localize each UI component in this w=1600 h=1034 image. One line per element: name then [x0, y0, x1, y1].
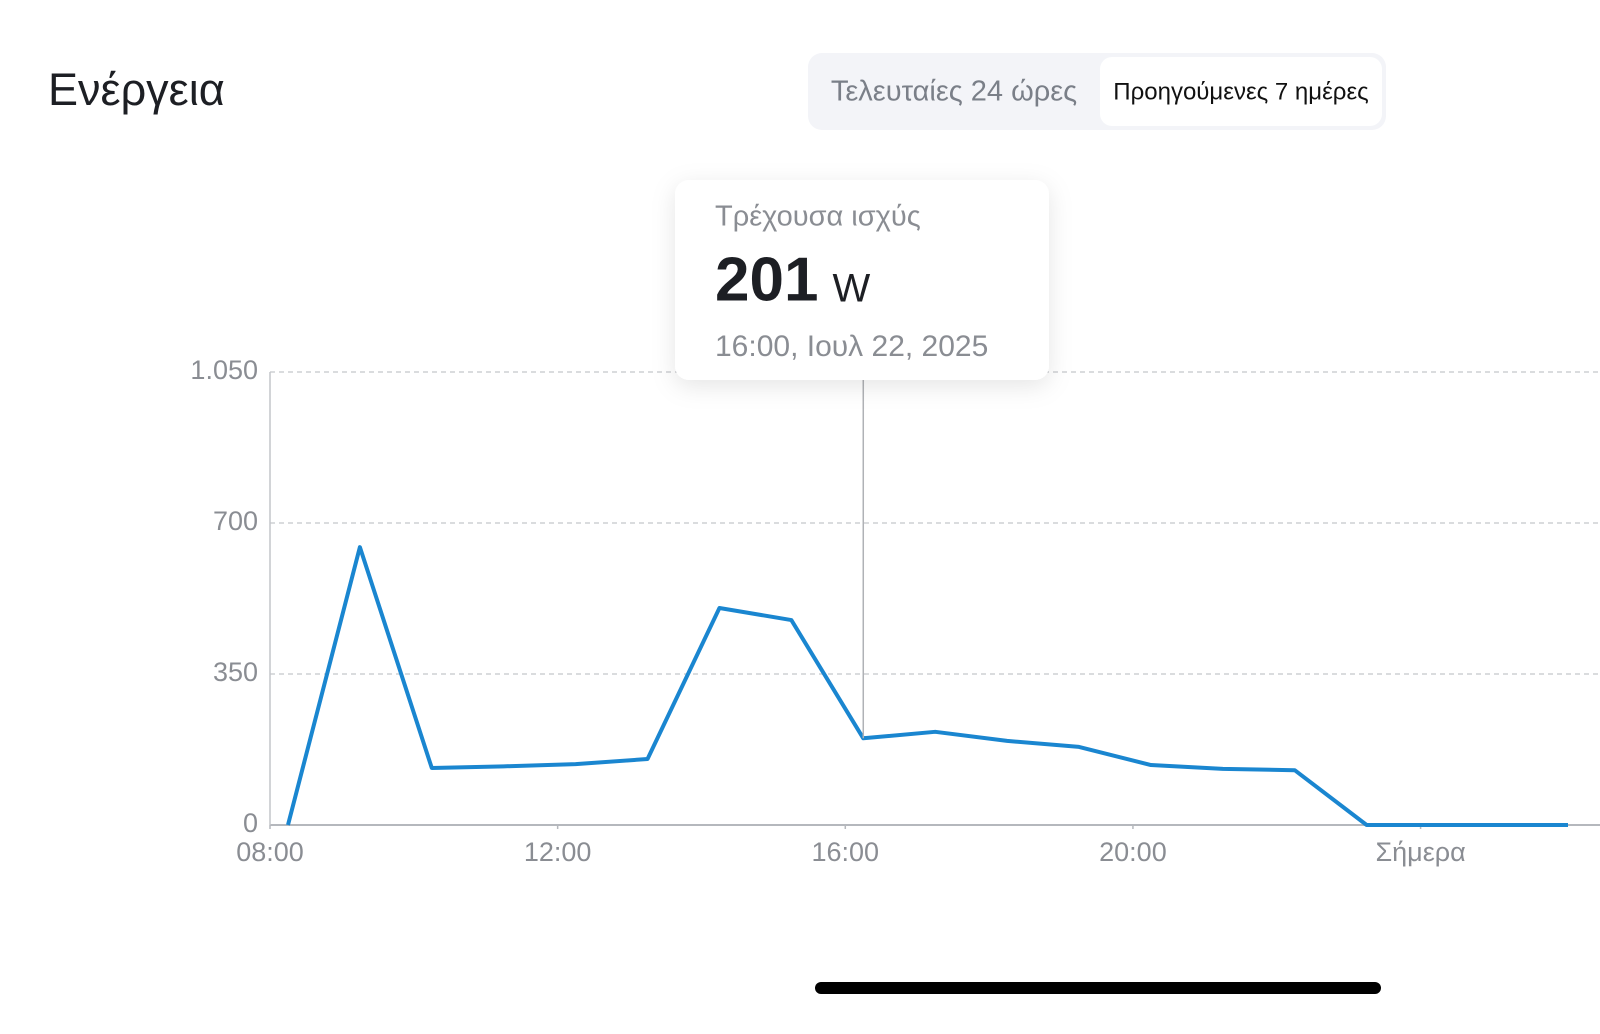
- x-tick-label: 16:00: [812, 837, 880, 867]
- tooltip-box: [675, 180, 1049, 380]
- y-tick-label: 350: [213, 657, 258, 687]
- line-series: [286, 545, 1568, 827]
- tooltip-label: Τρέχουσα ισχύς: [715, 201, 921, 233]
- segment-selected[interactable]: [1100, 57, 1382, 126]
- tooltip-value: 201: [715, 245, 818, 314]
- tooltip-time: 16:00, Ιουλ 22, 2025: [715, 330, 988, 363]
- x-tick-label: 08:00: [236, 837, 304, 867]
- page-title: Ενέργεια: [48, 64, 225, 115]
- home-indicator: [815, 982, 1381, 994]
- y-tick-label: 0: [243, 808, 258, 838]
- x-tick-label: 20:00: [1099, 837, 1167, 867]
- x-tick-label: 12:00: [524, 837, 592, 867]
- y-tick-label: 1.050: [190, 355, 258, 385]
- segment-option[interactable]: Τελευταίες 24 ώρες: [831, 76, 1077, 108]
- tooltip-unit: W: [832, 267, 870, 311]
- y-tick-label: 700: [213, 506, 258, 536]
- segment-option[interactable]: Προηγούμενες 7 ημέρες: [1113, 78, 1368, 105]
- x-tick-label: Σήμερα: [1375, 837, 1465, 867]
